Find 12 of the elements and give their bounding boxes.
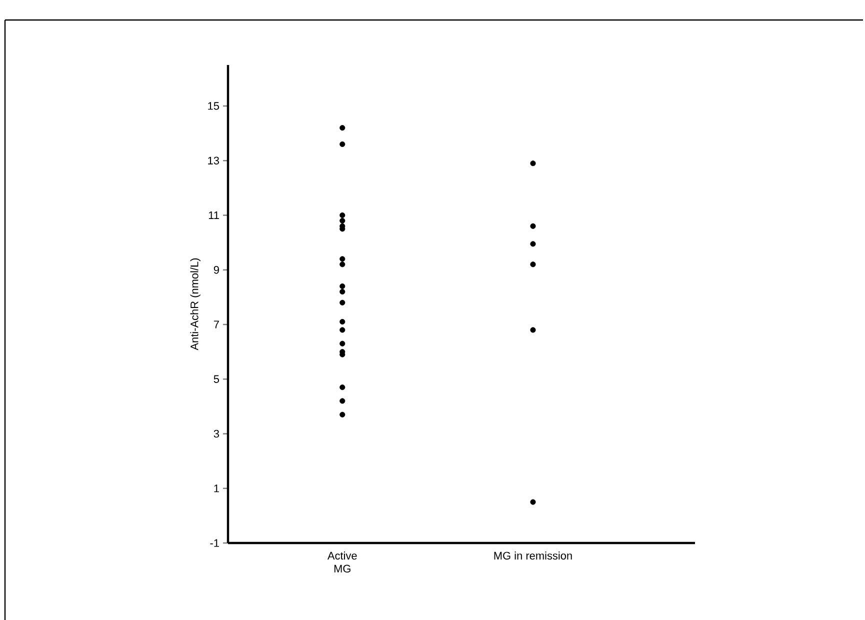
y-tick-label: 5 — [214, 375, 220, 383]
y-tick-label: 7 — [214, 320, 219, 328]
y-tick-label: 13 — [208, 156, 219, 164]
y-tick-label: 11 — [208, 211, 219, 219]
y-tick-label: 15 — [208, 102, 220, 110]
y-axis-title: Anti-AchR (nmol/L) — [190, 258, 200, 350]
x-tick-label: Active MG — [327, 552, 357, 573]
y-tick-label: 1 — [214, 484, 219, 492]
x-tick-label: MG in remission — [494, 552, 572, 560]
y-tick-label: 9 — [214, 266, 219, 274]
y-tick-label: 3 — [214, 430, 219, 438]
y-tick-label: -1 — [210, 539, 219, 547]
